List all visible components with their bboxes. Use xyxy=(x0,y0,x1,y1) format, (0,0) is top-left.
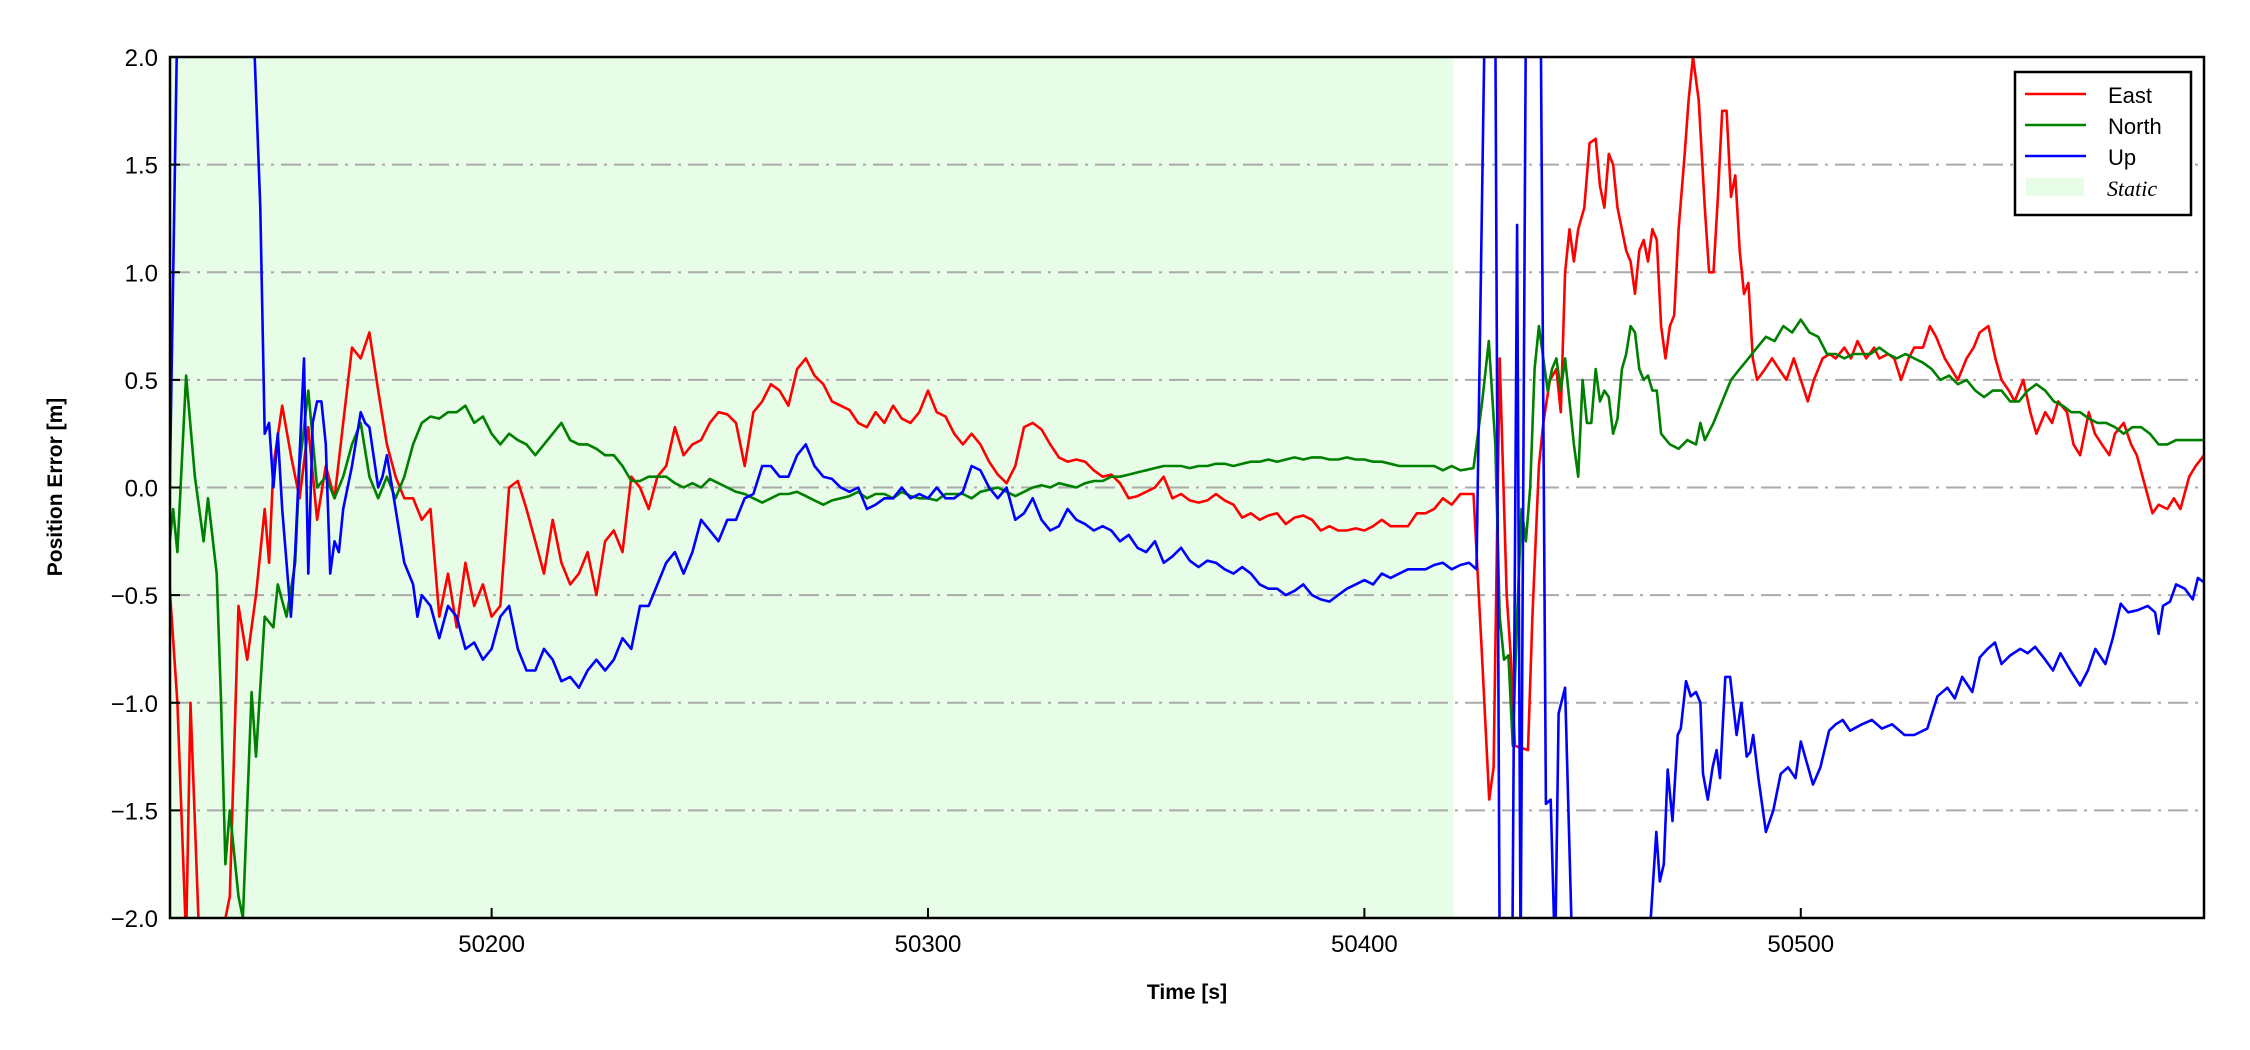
y-tick-label: 1.5 xyxy=(125,153,158,180)
x-tick-label: 50500 xyxy=(1767,931,1834,958)
y-tick-label: 0.5 xyxy=(125,368,158,395)
x-axis-label: Time [s] xyxy=(1147,981,1227,1004)
tick-layer: 2.0 1.5 1.0 0.5 0.0 −0.5 −1.0 −1.5 −2.0 50200 5030… xyxy=(111,45,1835,958)
y-tick-label: −0.5 xyxy=(111,583,158,610)
y-tick-label: 0.0 xyxy=(125,476,158,503)
series-north-line xyxy=(170,318,2204,918)
legend-north-label: North xyxy=(2108,114,2162,139)
legend-up-label: Up xyxy=(2108,145,2136,170)
x-tick-label: 50400 xyxy=(1331,931,1398,958)
x-tick-label: 50200 xyxy=(458,931,525,958)
legend-east-label: East xyxy=(2108,83,2152,108)
series-east-line xyxy=(170,57,2204,918)
y-tick-label: 1.0 xyxy=(125,260,158,287)
series-up-line xyxy=(170,57,2204,918)
y-tick-label: −1.5 xyxy=(111,798,158,825)
y-tick-label: 2.0 xyxy=(125,45,158,72)
legend: East North Up Static xyxy=(2013,70,2193,217)
y-tick-label: −2.0 xyxy=(111,906,158,933)
series-layer xyxy=(170,57,2204,918)
y-axis-label: Position Error [m] xyxy=(44,398,67,577)
y-tick-label: −1.0 xyxy=(111,691,158,718)
x-tick-label: 50300 xyxy=(895,931,962,958)
legend-static-swatch xyxy=(2026,178,2084,196)
legend-static-label: Static xyxy=(2107,176,2157,201)
